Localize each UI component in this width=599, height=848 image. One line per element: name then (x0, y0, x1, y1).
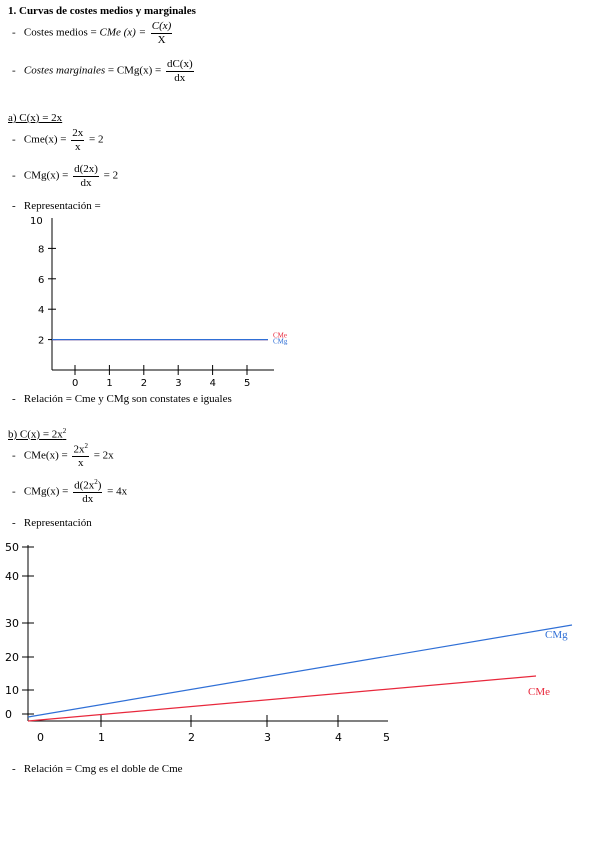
chart-a-x-tick-label: 4 (210, 378, 216, 389)
chart-b-y-tick-label: 40 (5, 570, 19, 583)
chart-b-x-tick-label: 4 (335, 731, 342, 744)
part-b-cmg-numerator-sup: 2 (94, 478, 98, 486)
marginal-cost-eq: = CMg(x) = (105, 64, 164, 77)
chart-a-y-tick-label: 4 (38, 305, 44, 316)
part-b-cmg-fraction: d(2x2) dx (73, 478, 103, 506)
part-b-representation: - Representación (12, 517, 92, 530)
chart-b-x-tick-label: 2 (188, 731, 195, 744)
part-b-cmg-numerator-pre: d(2x (74, 479, 95, 492)
part-a-cmg-lhs: CMg(x) = (23, 169, 72, 182)
part-a-cmg-numerator: d(2x) (73, 163, 99, 177)
bullet: - (12, 64, 16, 77)
part-a-cme-rhs: = 2 (86, 133, 104, 146)
avg-cost-label: Costes medios = (23, 26, 100, 39)
part-b-heading-text: b) C(x) = 2x (8, 428, 63, 441)
avg-cost-definition: - Costes medios = CMe (x) = C(x) X (12, 20, 174, 46)
avg-cost-denominator: X (157, 33, 166, 46)
part-a-cme-numerator: 2x (71, 127, 85, 141)
part-b-cmg: - CMg(x) = d(2x2) dx = 4x (12, 478, 127, 506)
part-b-cme-numerator: 2x2 (72, 442, 89, 458)
chart-b-series-line-cme (27, 675, 537, 722)
part-b-cme-fraction: 2x2 x (72, 442, 89, 470)
part-b-cme: - CMe(x) = 2x2 x = 2x (12, 442, 114, 470)
part-a-representation-label: Representación = (23, 200, 101, 212)
part-a-relation-text: Relación = Cme y CMg son constates e igu… (23, 393, 232, 405)
chart-a-x-tick-label: 5 (244, 378, 250, 389)
avg-cost-numerator: C(x) (150, 20, 173, 34)
bullet: - (12, 449, 16, 462)
marginal-cost-definition: - Costes marginales = CMg(x) = dC(x) dx (12, 58, 196, 84)
chart-a-y-tick-label: 6 (38, 275, 44, 286)
bullet: - (12, 200, 16, 212)
part-a-representation: - Representación = (12, 200, 101, 213)
chart-a-x-tick-label: 3 (175, 378, 181, 389)
chart-b-y-tick-label: 20 (5, 651, 19, 664)
marginal-cost-numerator: dC(x) (165, 58, 194, 72)
marginal-cost-fraction: dC(x) dx (165, 58, 194, 84)
chart-b-x-tick-label: 3 (264, 731, 271, 744)
chart-a-y-tick-label: 8 (38, 244, 44, 255)
part-a-cme-fraction: 2x x (71, 127, 85, 153)
chart-b-y-tick-label: 50 (5, 541, 19, 554)
marginal-cost-denominator: dx (174, 71, 186, 84)
avg-cost-fraction: C(x) X (150, 20, 173, 46)
bullet: - (12, 26, 16, 39)
chart-a-y-top-tick: 10 (30, 216, 43, 227)
chart-b-series-label-cme: CMe (528, 686, 550, 698)
chart-b-series-line-cmg (27, 624, 573, 718)
section-title: 1. Curvas de costes medios y marginales (8, 5, 196, 17)
part-a-cmg-fraction: d(2x) dx (73, 163, 99, 189)
part-b-relation: - Relación = Cmg es el doble de Cme (12, 763, 183, 776)
bullet: - (12, 763, 16, 775)
chart-a-series-label-cmg: CMg (273, 338, 288, 346)
chart-b-x-tick-label: 1 (98, 731, 105, 744)
part-a-cme-lhs: Cme(x) = (23, 133, 70, 146)
chart-b-y-tick-label: 30 (5, 617, 19, 630)
part-b-cmg-rhs: = 4x (104, 485, 128, 498)
part-a-cmg-denominator: dx (80, 176, 92, 189)
bullet: - (12, 133, 16, 146)
chart-a-y-tick-label: 2 (38, 336, 44, 347)
part-b-cme-rhs: = 2x (90, 449, 114, 462)
chart-b-x-tick-label: 5 (383, 731, 390, 744)
part-a-cmg: - CMg(x) = d(2x) dx = 2 (12, 163, 118, 189)
part-a-relation: - Relación = Cme y CMg son constates e i… (12, 393, 232, 406)
bullet: - (12, 485, 16, 498)
bullet: - (12, 517, 16, 529)
part-b-representation-label: Representación (23, 517, 92, 529)
marginal-cost-label: Costes marginales (23, 64, 106, 77)
part-b-cme-lhs: CMe(x) = (23, 449, 71, 462)
part-b-cme-numerator-base: 2x (73, 443, 85, 456)
part-b-heading-sup: 2 (62, 427, 67, 435)
chart-a-x-tick-label: 1 (106, 378, 112, 389)
avg-cost-func: CMe (x) = (99, 26, 149, 39)
part-a-cme: - Cme(x) = 2x x = 2 (12, 127, 103, 153)
chart-a-series-label-cme: CMe (273, 332, 287, 340)
chart-b-y-tick-label: 0 (5, 708, 12, 721)
part-b-cme-numerator-sup: 2 (84, 442, 88, 450)
part-a-cme-denominator: x (74, 140, 81, 153)
part-b-cmg-denominator: dx (82, 493, 94, 506)
bullet: - (12, 169, 16, 182)
chart-b-x-tick-label: 0 (37, 731, 44, 744)
part-b-cmg-numerator: d(2x2) (73, 478, 103, 494)
part-b-cmg-lhs: CMg(x) = (23, 485, 72, 498)
chart-a-x-tick-label: 0 (72, 378, 78, 389)
part-a-cmg-rhs: = 2 (100, 169, 119, 182)
chart-b-series-label-cmg: CMg (545, 629, 568, 641)
part-b-cme-denominator: x (77, 457, 84, 470)
part-b-cmg-numerator-post: ) (97, 479, 102, 492)
part-b-heading: b) C(x) = 2x2 (8, 427, 66, 441)
bullet: - (12, 393, 16, 405)
chart-b-y-tick-label: 10 (5, 684, 19, 697)
part-b-relation-text: Relación = Cmg es el doble de Cme (23, 763, 183, 775)
chart-a-x-tick-label: 2 (141, 378, 147, 389)
part-a-heading: a) C(x) = 2x (8, 112, 63, 124)
